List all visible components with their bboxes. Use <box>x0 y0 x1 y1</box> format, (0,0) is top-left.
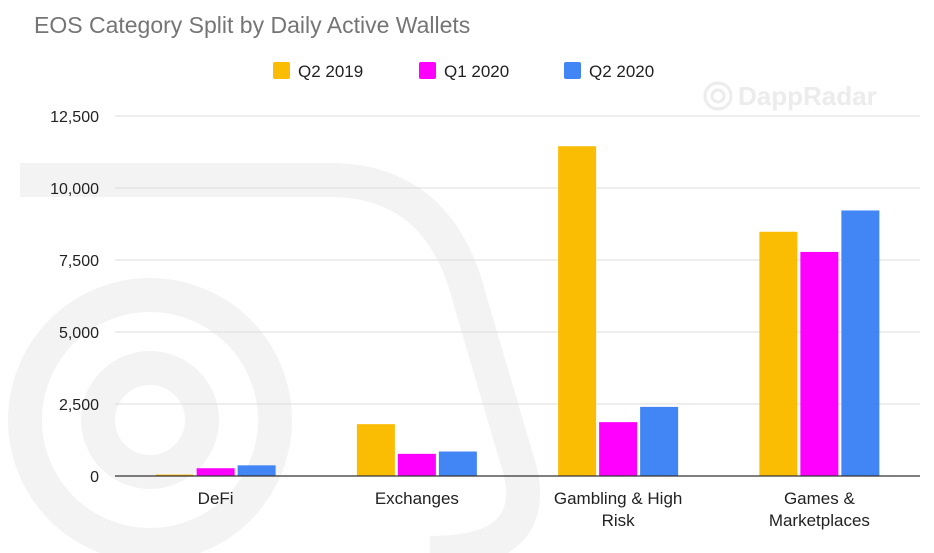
y-tick-label: 7,500 <box>59 253 99 270</box>
bars <box>155 146 880 477</box>
bar-q2-2019 <box>356 424 395 476</box>
y-tick-label: 2,500 <box>59 397 99 414</box>
bar-q2-2019 <box>558 146 597 477</box>
x-tick-label: Exchanges <box>375 489 459 508</box>
y-tick-label: 12,500 <box>50 109 99 126</box>
bar-q1-2020 <box>196 468 235 476</box>
watermark-text: DappRadar <box>738 81 877 111</box>
bar-q2-2020 <box>640 406 679 476</box>
bar-q1-2020 <box>599 422 638 476</box>
y-tick-label: 0 <box>90 469 99 486</box>
legend-swatch-q2-2020 <box>564 62 581 79</box>
legend-swatch-q1-2020 <box>419 62 436 79</box>
bar-q2-2020 <box>841 210 880 477</box>
x-tick-label: Gambling & High Risk <box>554 489 683 530</box>
bar-q1-2020 <box>397 453 436 476</box>
bar-q1-2020 <box>800 251 839 476</box>
y-axis-ticks: 0 2,500 5,000 7,500 10,000 12,500 <box>50 109 99 486</box>
x-tick-label: DeFi <box>198 489 234 508</box>
bar-q2-2020 <box>438 451 477 476</box>
bar-q2-2020 <box>237 465 276 476</box>
legend-swatch-q2-2019 <box>273 62 290 79</box>
x-tick-label: Games & Marketplaces <box>769 489 870 530</box>
dappradar-logo-icon <box>703 81 733 111</box>
watermark-brand: DappRadar <box>703 81 877 111</box>
y-tick-label: 5,000 <box>59 325 99 342</box>
chart-title: EOS Category Split by Daily Active Walle… <box>34 12 470 38</box>
bar-q2-2019 <box>155 474 194 476</box>
legend: Q2 2019 Q1 2020 Q2 2020 <box>273 62 654 81</box>
legend-label-q2-2019: Q2 2019 <box>298 62 363 81</box>
bar-q2-2019 <box>759 231 798 476</box>
y-tick-label: 10,000 <box>50 181 99 198</box>
legend-item: Q2 2020 <box>564 62 654 81</box>
legend-item: Q2 2019 <box>273 62 363 81</box>
legend-item: Q1 2020 <box>419 62 509 81</box>
legend-label-q2-2020: Q2 2020 <box>589 62 654 81</box>
gridlines <box>115 115 920 405</box>
legend-label-q1-2020: Q1 2020 <box>444 62 509 81</box>
x-axis-ticks: DeFi Exchanges Gambling & High Risk Games & M… <box>198 489 870 530</box>
